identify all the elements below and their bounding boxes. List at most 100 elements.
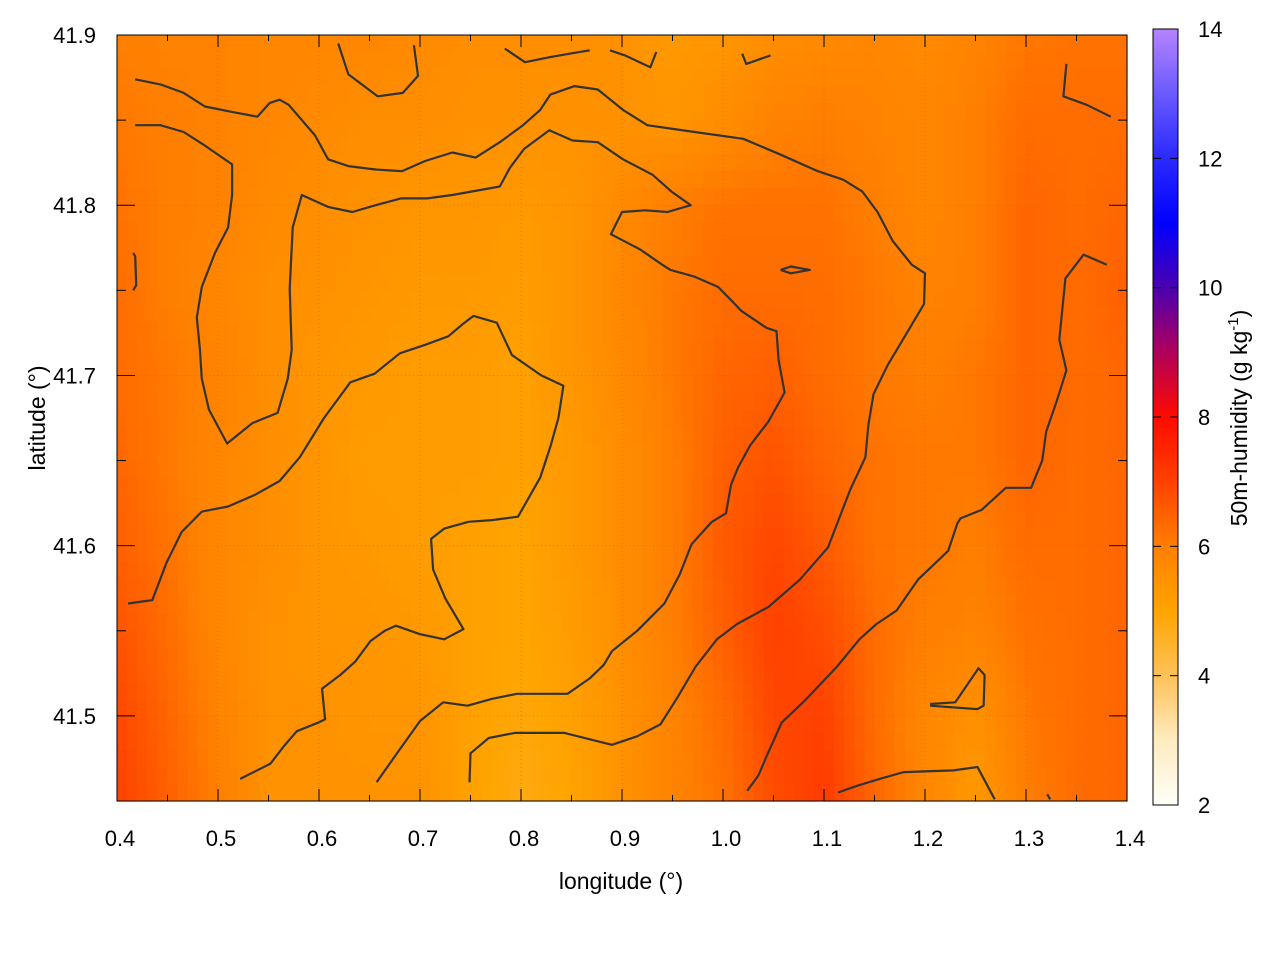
heatmap-cell (753, 154, 764, 172)
heatmap-cell (591, 460, 603, 479)
heatmap-cell (248, 69, 259, 87)
heatmap-cell (985, 239, 997, 257)
heatmap-cell (844, 103, 855, 121)
heatmap-cell (985, 528, 997, 547)
heatmap-cell (1046, 460, 1057, 479)
heatmap-cell (278, 290, 290, 308)
heatmap-cell (985, 273, 997, 291)
heatmap-cell (894, 103, 906, 121)
heatmap-cell (147, 222, 158, 240)
heatmap-cell (420, 443, 431, 462)
heatmap-cell (460, 426, 472, 445)
colorbar-label: 50m-humidity (g kg-1) (1225, 310, 1252, 527)
heatmap-cell (925, 460, 936, 479)
heatmap-cell (723, 545, 734, 564)
heatmap-cell (531, 681, 542, 700)
heatmap-cell (662, 171, 674, 189)
heatmap-cell (157, 103, 169, 121)
heatmap-cell (460, 647, 472, 666)
heatmap-cell (308, 307, 320, 325)
heatmap-cell (864, 154, 876, 172)
heatmap-cell (692, 477, 704, 496)
heatmap-cell (733, 426, 744, 445)
heatmap-cell (753, 358, 764, 377)
heatmap-cell (682, 375, 694, 394)
heatmap-cell (965, 528, 977, 547)
heatmap-cell (329, 222, 340, 240)
heatmap-cell (329, 477, 340, 496)
heatmap-cell (288, 630, 300, 649)
heatmap-cell (682, 528, 694, 547)
heatmap-cell (581, 137, 593, 155)
heatmap-cell (824, 52, 835, 70)
heatmap-cell (420, 647, 431, 666)
heatmap-cell (783, 562, 795, 581)
heatmap-cell (167, 766, 179, 785)
heatmap-cell (1036, 681, 1047, 700)
heatmap-cell (1056, 545, 1067, 564)
heatmap-cell (581, 222, 593, 240)
heatmap-cell (500, 188, 512, 206)
heatmap-cell (975, 596, 987, 615)
heatmap-cell (531, 783, 542, 802)
heatmap-cell (510, 409, 522, 428)
heatmap-cell (854, 120, 865, 138)
heatmap-cell (834, 443, 845, 462)
heatmap-cell (682, 154, 694, 172)
heatmap-cell (541, 188, 552, 206)
heatmap-cell (985, 290, 997, 308)
heatmap-cell (1096, 69, 1108, 87)
heatmap-cell (1015, 732, 1027, 751)
heatmap-cell (389, 681, 401, 700)
heatmap-cell (187, 375, 199, 394)
heatmap-cell (642, 460, 653, 479)
heatmap-cell (1026, 256, 1037, 274)
heatmap-cell (117, 545, 128, 564)
heatmap-cell (409, 749, 421, 768)
heatmap-cell (682, 749, 694, 768)
heatmap-cell (551, 273, 562, 291)
heatmap-cell (914, 596, 926, 615)
heatmap-cell (773, 783, 785, 802)
heatmap-cell (521, 273, 532, 291)
heatmap-cell (793, 630, 805, 649)
heatmap-cell (622, 341, 633, 360)
heatmap-cell (733, 409, 744, 428)
heatmap-cell (763, 222, 775, 240)
heatmap-cell (692, 647, 704, 666)
heatmap-cell (1116, 494, 1128, 513)
heatmap-cell (884, 239, 896, 257)
heatmap-cell (995, 341, 1007, 360)
heatmap-cell (1005, 205, 1017, 223)
heatmap-cell (561, 698, 573, 717)
heatmap-cell (844, 562, 855, 581)
heatmap-cell (945, 494, 956, 513)
heatmap-cell (985, 664, 997, 683)
heatmap-cell (591, 426, 603, 445)
heatmap-cell (1056, 120, 1067, 138)
heatmap-cell (854, 205, 865, 223)
heatmap-cell (197, 256, 209, 274)
heatmap-cell (531, 256, 542, 274)
heatmap-cell (1026, 732, 1037, 751)
heatmap-cell (904, 171, 916, 189)
heatmap-cell (1076, 375, 1088, 394)
heatmap-cell (359, 256, 371, 274)
heatmap-cell (985, 579, 997, 598)
heatmap-cell (925, 120, 936, 138)
heatmap-cell (1026, 409, 1037, 428)
heatmap-cell (682, 409, 694, 428)
heatmap-cell (268, 630, 280, 649)
heatmap-cell (167, 494, 179, 513)
heatmap-cell (490, 426, 502, 445)
heatmap-cell (1005, 443, 1017, 462)
heatmap-cell (1056, 256, 1067, 274)
heatmap-cell (702, 290, 714, 308)
heatmap-cell (339, 766, 350, 785)
heatmap-cell (207, 749, 219, 768)
heatmap-cell (1026, 545, 1037, 564)
heatmap-cell (349, 103, 360, 121)
heatmap-cell (369, 103, 381, 121)
heatmap-cell (783, 681, 795, 700)
heatmap-cell (733, 358, 744, 377)
